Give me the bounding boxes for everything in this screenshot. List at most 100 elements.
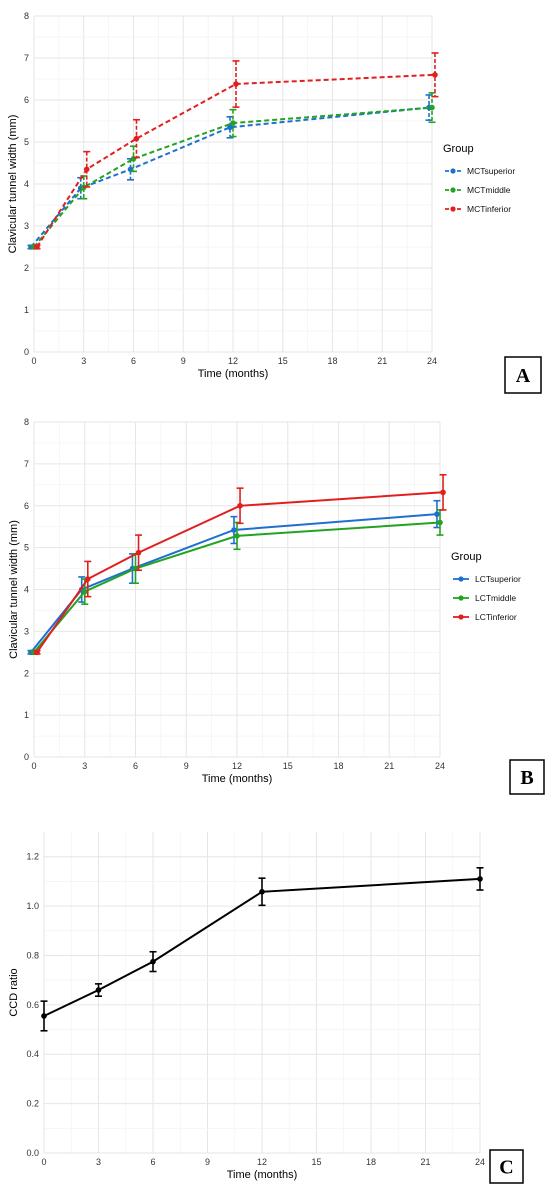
data-point: [34, 244, 40, 250]
legend-entry: LCTsuperior: [475, 574, 521, 584]
chart-panel-C: 0 3 6 9 12 15 18 21 24 0.0 0.2 0.4 0.6 0.8 1.0 1.2 Time …: [8, 832, 524, 1184]
y-axis-title: CCD ratio: [8, 968, 20, 1016]
y-tick-label: 3: [24, 221, 29, 231]
panel-label: B: [520, 767, 533, 789]
gridlines: [33, 15, 433, 353]
panel-label: C: [499, 1157, 513, 1179]
series-line: [33, 106, 433, 248]
data-point: [477, 876, 483, 882]
y-tick-label: 5: [24, 137, 29, 147]
panel-label-box: [489, 1149, 524, 1184]
y-tick-label: 7: [24, 459, 29, 469]
y-tick-label: 6: [24, 95, 29, 105]
y-axis-title: Clavicular tunnel width (mm): [8, 520, 20, 659]
y-tick-label: 2: [24, 263, 29, 273]
x-tick-label: 24: [427, 356, 437, 366]
y-tick-label: 0: [24, 347, 29, 357]
series-main: [40, 867, 484, 1032]
x-tick-label: 0: [31, 356, 36, 366]
legend-swatch-point: [458, 595, 464, 601]
x-tick-label: 3: [96, 1157, 101, 1167]
x-tick-label: 9: [184, 761, 189, 771]
data-point: [237, 502, 243, 509]
legend-entry: LCTmiddle: [475, 593, 516, 603]
series-MCTmiddle: [30, 92, 436, 250]
data-point: [150, 958, 156, 965]
x-tick-label: 18: [333, 761, 343, 771]
y-tick-label: 0.2: [26, 1099, 39, 1109]
x-tick-label: 6: [150, 1157, 155, 1167]
x-tick-label: 24: [475, 1157, 485, 1167]
legend-swatch-point: [458, 576, 464, 582]
x-tick-label: 18: [327, 356, 337, 366]
data-point: [231, 527, 237, 533]
x-tick-label: 21: [420, 1157, 430, 1167]
data-point: [135, 549, 142, 556]
x-tick-label: 9: [205, 1157, 210, 1167]
y-tick-label: 1.2: [26, 852, 39, 862]
y-tick-label: 7: [24, 53, 29, 63]
x-tick-label: 15: [278, 356, 288, 366]
x-axis-title: Time (months): [198, 368, 269, 380]
data-point: [95, 987, 102, 993]
y-tick-label: 1: [24, 710, 29, 720]
y-tick-label: 8: [24, 11, 29, 21]
legend-swatch-point: [458, 614, 464, 620]
legend-title: Group: [451, 551, 482, 563]
x-tick-label: 6: [131, 356, 136, 366]
series-LCTinferior: [33, 473, 447, 656]
x-tick-label: 15: [283, 761, 293, 771]
data-point: [227, 124, 233, 131]
x-tick-label: 18: [366, 1157, 376, 1167]
data-point: [233, 81, 239, 87]
x-tick-label: 12: [228, 356, 238, 366]
gridlines: [33, 421, 441, 758]
data-point: [34, 649, 40, 656]
y-tick-label: 0.8: [26, 950, 39, 960]
y-tick-label: 4: [24, 585, 29, 595]
y-tick-label: 1.0: [26, 901, 39, 911]
y-tick-label: 8: [24, 417, 29, 427]
x-tick-label: 0: [41, 1157, 46, 1167]
y-tick-label: 2: [24, 668, 29, 678]
x-tick-label: 3: [82, 761, 87, 771]
legend: Group MCTsuperior MCTmiddle MCTinferior: [443, 143, 515, 214]
x-tick-label: 0: [31, 761, 36, 771]
y-tick-label: 0: [24, 752, 29, 762]
panel-label-box: [509, 759, 545, 795]
x-tick-label: 12: [232, 761, 242, 771]
legend-entry: MCTinferior: [467, 204, 511, 214]
legend: Group LCTsuperior LCTmiddle LCTinferior: [451, 551, 521, 622]
x-axis-title: Time (months): [227, 1169, 298, 1181]
legend-swatch-point: [450, 206, 456, 212]
x-tick-label: 21: [384, 761, 394, 771]
data-point: [234, 533, 240, 539]
data-point: [81, 588, 88, 595]
legend-swatch-point: [450, 168, 456, 174]
data-point: [437, 519, 443, 526]
y-tick-label: 0.0: [26, 1148, 39, 1158]
series-line: [36, 73, 436, 248]
data-point: [259, 888, 265, 895]
panel-label: A: [516, 365, 531, 387]
series-MCTsuperior: [27, 94, 433, 250]
series-MCTinferior: [33, 52, 439, 250]
x-tick-label: 24: [435, 761, 445, 771]
y-tick-label: 3: [24, 626, 29, 636]
y-tick-label: 0.6: [26, 1000, 39, 1010]
x-axis-title: Time (months): [202, 773, 273, 785]
x-tick-label: 9: [181, 356, 186, 366]
y-tick-label: 0.4: [26, 1049, 39, 1059]
y-tick-label: 4: [24, 179, 29, 189]
data-point: [432, 72, 438, 78]
data-point: [41, 1013, 47, 1019]
x-tick-label: 15: [311, 1157, 321, 1167]
y-tick-label: 5: [24, 543, 29, 553]
x-tick-label: 12: [257, 1157, 267, 1167]
data-point: [84, 576, 91, 582]
x-tick-label: 21: [377, 356, 387, 366]
data-point: [440, 489, 446, 496]
